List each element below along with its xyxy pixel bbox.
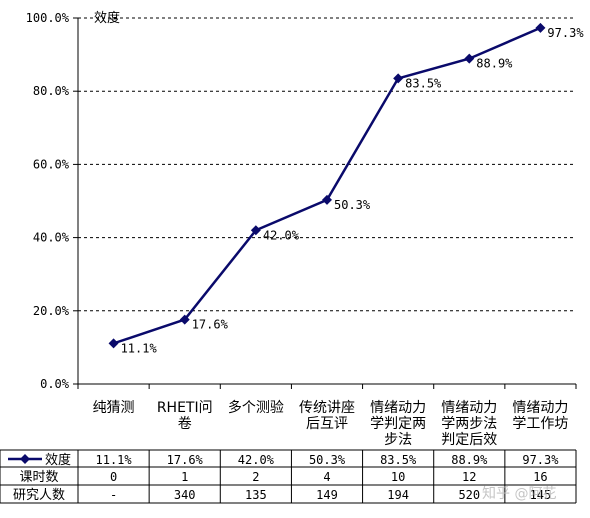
y-tick-labels: 0.0% 20.0% 40.0% 60.0% 80.0% 100.0% [26,11,70,391]
data-table: 效度 11.1% 17.6% 42.0% 50.3% 83.5% 88.9% 97.3% 课时数… [0,449,577,504]
data-point-marker [250,225,261,236]
category-label: 情绪动力学判定两步法 [370,400,426,448]
table-cell: 11.1% [96,453,133,467]
data-label: 11.1% [121,341,158,355]
data-label: 50.3% [334,198,371,212]
table-cell: 520 [458,488,480,502]
data-point-marker [393,73,404,84]
table-cell: 194 [387,488,409,502]
category-label: RHETI问卷 [157,400,213,432]
table-cell: 4 [323,470,330,484]
data-point-marker [535,22,546,33]
y-tick-label: 100.0% [26,11,70,25]
data-point-marker [322,194,332,205]
table-row-header: 效度 [45,452,71,468]
data-label: 42.0% [263,228,300,242]
data-point-marker [108,338,119,349]
category-label: 多个测验 [228,399,284,416]
table-cell: 135 [245,488,267,502]
data-label: 88.9% [476,57,513,71]
table-cell: 83.5% [380,453,417,467]
table-cell: 149 [316,488,338,502]
y-tick-label: 80.0% [33,84,70,98]
table-row-header: 课时数 [19,470,58,485]
data-point-marker [464,53,475,64]
y-tick-label: 60.0% [33,157,70,171]
table-cell: 145 [530,488,552,502]
table-cell: 1 [181,470,188,484]
category-label: 情绪动力学工作坊 [512,400,568,432]
legend-marker [20,454,30,464]
table-cell: 88.9% [451,453,488,467]
y-tick-label: 0.0% [40,377,70,391]
data-label: 97.3% [547,26,584,40]
series-markers [108,22,546,349]
table-cell: 17.6% [167,453,204,467]
table-cell: 16 [533,470,547,484]
y-tick-label: 40.0% [33,231,70,245]
series-line [113,26,541,345]
table-cell: 12 [462,470,476,484]
table-cell: 50.3% [309,453,346,467]
grid-lines [78,17,576,312]
category-label: 情绪动力学两步法判定后效 [441,400,497,448]
y-axis-label: 效度 [94,10,120,26]
category-label: 纯猜测 [93,400,135,416]
data-label: 17.6% [192,318,229,332]
series-line-path [113,26,541,345]
y-tick-label: 20.0% [33,304,70,318]
table-cell: 2 [252,470,259,484]
data-point-marker [179,314,190,325]
data-label: 83.5% [405,76,442,90]
category-label: 传统讲座后互评 [299,400,355,432]
table-cell: 340 [174,488,196,502]
table-cell: - [110,488,117,502]
data-labels: 11.1% 17.6% 42.0% 50.3% 83.5% 88.9% 97.3% [121,26,585,355]
table-cell: 97.3% [522,453,559,467]
watermark: 知乎 @阿花 [482,485,556,502]
table-cell: 0 [110,470,117,484]
table-cell: 42.0% [238,453,275,467]
axes [73,17,577,389]
table-cell: 10 [391,470,405,484]
table-row-header: 研究人数 [13,488,65,503]
